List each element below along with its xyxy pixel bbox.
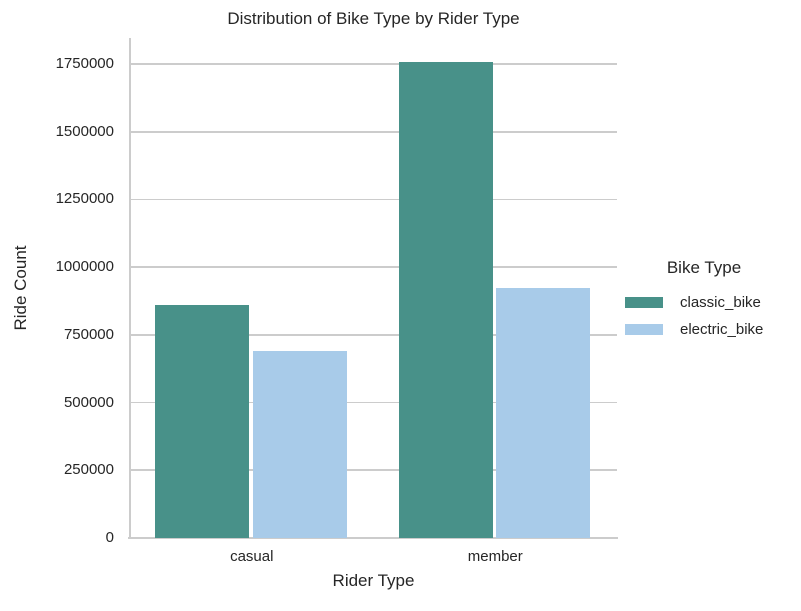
legend-label: classic_bike xyxy=(680,294,761,311)
legend-label: electric_bike xyxy=(680,321,764,338)
legend-item: electric_bike xyxy=(625,319,795,340)
y-axis-spine xyxy=(129,38,131,538)
gridline xyxy=(130,401,617,404)
gridline xyxy=(130,130,617,133)
legend-swatch xyxy=(625,324,663,335)
y-axis-tick-label: 0 xyxy=(105,529,114,546)
y-axis-tick-label: 500000 xyxy=(63,393,114,411)
y-axis-tick-label: 1750000 xyxy=(55,55,114,72)
gridline xyxy=(130,63,617,65)
plot-area xyxy=(130,38,617,538)
gridline xyxy=(130,198,617,201)
gridline xyxy=(130,469,617,472)
legend-title: Bike Type xyxy=(666,258,742,277)
gridline xyxy=(130,334,617,336)
chart-title: Distribution of Bike Type by Rider Type xyxy=(227,9,520,28)
legend-swatch xyxy=(625,297,663,308)
y-axis-tick-label: 1000000 xyxy=(55,258,114,276)
x-axis-tick-label: member xyxy=(467,548,523,565)
gridline xyxy=(130,266,617,268)
y-axis-tick-label: 1250000 xyxy=(55,190,114,208)
legend-item: classic_bike xyxy=(625,292,795,313)
y-axis-tick-label: 1500000 xyxy=(55,122,114,140)
bar-casual-electric_bike xyxy=(252,351,347,538)
bar-casual-classic_bike xyxy=(155,305,249,538)
y-axis-tick-label: 750000 xyxy=(63,325,114,343)
legend: Bike Type classic_bike electric_bike xyxy=(625,258,795,346)
y-axis-tick-label: 250000 xyxy=(63,461,114,479)
bar-member-electric_bike xyxy=(496,288,590,538)
y-axis-label: Ride Count xyxy=(11,245,30,331)
x-axis-label: Rider Type xyxy=(332,571,415,590)
bar-member-classic_bike xyxy=(398,62,493,538)
x-axis-spine xyxy=(128,536,618,539)
x-axis-tick-label: casual xyxy=(230,548,274,565)
